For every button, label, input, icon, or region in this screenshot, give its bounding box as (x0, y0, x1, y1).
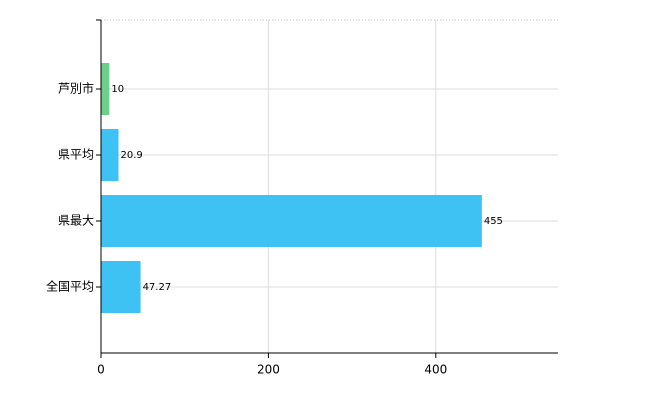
x-tick-label: 400 (424, 363, 447, 377)
y-tick-label: 県最大 (58, 214, 94, 228)
x-tick-label: 200 (257, 363, 280, 377)
data-label: 20.9 (120, 150, 142, 161)
y-tick-label: 県平均 (58, 148, 94, 162)
data-label: 455 (484, 216, 503, 227)
bar (101, 261, 141, 313)
y-tick-label: 全国平均 (46, 279, 94, 294)
data-label: 47.27 (143, 282, 172, 293)
y-tick-label: 芦別市 (58, 81, 94, 96)
bar (101, 195, 482, 247)
bar (101, 63, 110, 115)
bar (101, 129, 119, 181)
data-label: 10 (111, 84, 124, 95)
x-tick-label: 0 (97, 363, 105, 377)
